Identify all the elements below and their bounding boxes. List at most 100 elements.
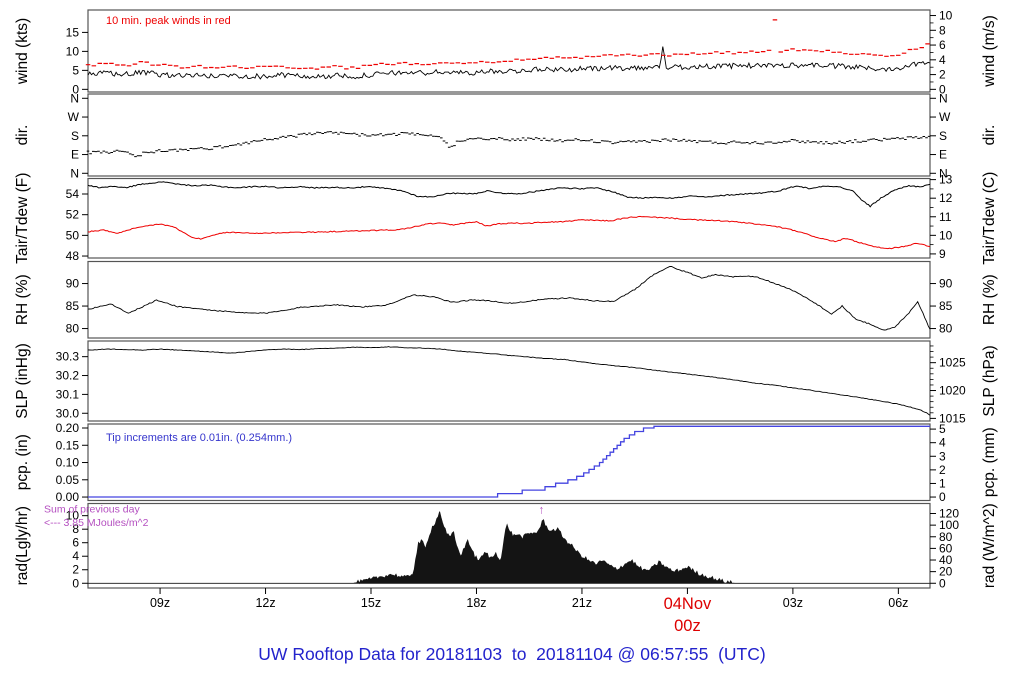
right-tick-label-rh: 80 (939, 322, 953, 336)
right-tick-label-temperature: 11 (939, 210, 952, 224)
right-tick-label-temperature: 9 (939, 247, 946, 261)
left-tick-label-dir: W (68, 110, 80, 124)
panel-box-rh (87, 260, 931, 339)
chart-title: UW Rooftop Data for 20181103 to 20181104… (258, 644, 766, 664)
axis-title-left-wind: wind (kts) (14, 18, 31, 85)
right-tick-label-wind: 6 (939, 38, 946, 52)
series-tair-f (87, 181, 931, 208)
left-tick-label-temperature: 54 (66, 187, 80, 201)
x-tick-label: 12z (255, 596, 275, 610)
x-tick-label: 03z (783, 596, 803, 610)
series-relative-humidity-pct (87, 266, 931, 331)
right-tick-label-wind: 4 (939, 53, 946, 67)
axis-title-right-wind: wind (m/s) (981, 15, 998, 87)
left-tick-label-slp: 30.1 (56, 387, 80, 401)
axis-title-right-temperature: Tair/Tdew (C) (981, 172, 998, 265)
left-tick-label-dir: N (70, 91, 79, 105)
right-tick-label-dir: S (939, 129, 947, 143)
right-tick-label-slp: 1025 (939, 356, 966, 370)
right-tick-label-radiation: 60 (939, 541, 953, 555)
left-tick-label-precip: 0.20 (56, 421, 80, 435)
left-tick-label-precip: 0.15 (56, 438, 80, 452)
right-tick-label-wind: 2 (939, 68, 946, 82)
left-tick-label-radiation: 0 (72, 576, 79, 590)
annotation-radiation-2: ↑ (539, 503, 545, 517)
right-tick-label-dir: E (939, 148, 947, 162)
left-tick-label-radiation: 4 (72, 549, 79, 563)
left-tick-label-wind: 0 (72, 82, 79, 96)
right-tick-label-dir: N (939, 91, 948, 105)
left-tick-label-slp: 30.3 (56, 350, 80, 364)
right-tick-label-rh: 85 (939, 299, 953, 313)
left-tick-label-temperature: 52 (66, 208, 80, 222)
axis-title-right-slp: SLP (hPa) (981, 345, 998, 416)
panel-box-slp (87, 340, 931, 422)
left-tick-label-temperature: 48 (66, 249, 80, 263)
left-tick-label-rh: 85 (66, 299, 80, 313)
annotation-radiation-0: Sum of previous day (44, 504, 140, 516)
right-tick-label-dir: W (939, 110, 951, 124)
left-tick-label-precip: 0.10 (56, 456, 80, 470)
axis-title-left-rh: RH (%) (14, 274, 31, 325)
axis-title-left-temperature: Tair/Tdew (F) (14, 173, 31, 264)
x-tick-label-00z: 00z (674, 617, 701, 635)
left-tick-label-precip: 0.05 (56, 473, 80, 487)
x-tick-label: 09z (150, 596, 170, 610)
annotation-wind-0: 10 min. peak winds in red (106, 15, 231, 27)
left-tick-label-slp: 30.0 (56, 406, 80, 420)
left-tick-label-radiation: 8 (72, 522, 79, 536)
left-tick-label-slp: 30.2 (56, 369, 80, 383)
x-tick-label: 18z (466, 596, 486, 610)
right-tick-label-wind: 10 (939, 9, 953, 23)
annotation-precip-0: Tip increments are 0.01in. (0.254mm.) (106, 432, 292, 444)
right-tick-label-temperature: 13 (939, 173, 953, 187)
right-tick-label-precip: 5 (939, 422, 946, 436)
panel-box-temperature (87, 177, 931, 259)
right-tick-label-precip: 1 (939, 476, 946, 490)
x-tick-label: 06z (888, 596, 908, 610)
right-tick-label-slp: 1020 (939, 384, 966, 398)
right-tick-label-temperature: 10 (939, 228, 953, 242)
series-solar-radiation-lgly-hr (88, 511, 930, 585)
left-tick-label-dir: S (71, 129, 79, 143)
axis-title-right-dir: dir. (981, 125, 998, 146)
right-tick-label-wind: 8 (939, 23, 946, 37)
x-tick-label-date: 04Nov (664, 595, 712, 613)
right-tick-label-radiation: 40 (939, 553, 953, 567)
right-tick-label-radiation: 20 (939, 565, 953, 579)
left-tick-label-wind: 10 (66, 44, 80, 58)
series-tdew-f (87, 215, 931, 250)
left-tick-label-radiation: 6 (72, 536, 79, 550)
axis-title-right-precip: pcp. (mm) (981, 427, 998, 497)
left-tick-label-rh: 90 (66, 277, 80, 291)
axis-title-left-radiation: rad(Lgly/hr) (14, 506, 31, 585)
axis-title-right-rh: RH (%) (981, 274, 998, 325)
left-tick-label-wind: 5 (72, 63, 79, 77)
right-tick-label-precip: 0 (939, 490, 946, 504)
left-tick-label-dir: N (70, 166, 79, 180)
axis-title-left-slp: SLP (inHg) (14, 343, 31, 419)
panel-box-dir (87, 93, 931, 177)
right-tick-label-rh: 90 (939, 277, 953, 291)
right-tick-label-dir: N (939, 166, 948, 180)
series-precip-accum-in (88, 425, 930, 498)
x-tick-label: 21z (572, 596, 592, 610)
left-tick-label-radiation: 2 (72, 563, 79, 577)
series-wind-avg-kts (87, 46, 931, 80)
left-tick-label-rh: 80 (66, 322, 80, 336)
left-tick-label-radiation: 10 (66, 509, 80, 523)
axis-title-right-radiation: rad (W/m^2) (981, 503, 998, 588)
series-wind-peak-10min-kts (85, 19, 930, 70)
left-tick-label-temperature: 50 (66, 228, 80, 242)
series-wind-direction-deg (86, 131, 931, 158)
left-tick-label-dir: E (71, 148, 79, 162)
series-sea-level-pressure-inhg (87, 346, 931, 416)
right-tick-label-slp: 1015 (939, 411, 966, 425)
left-tick-label-precip: 0.00 (56, 490, 80, 504)
axis-title-left-precip: pcp. (in) (14, 434, 31, 490)
right-tick-label-precip: 3 (939, 449, 946, 463)
annotation-radiation-1: <--- 3.85 MJoules/m^2 (44, 517, 149, 529)
right-tick-label-radiation: 0 (939, 576, 946, 590)
